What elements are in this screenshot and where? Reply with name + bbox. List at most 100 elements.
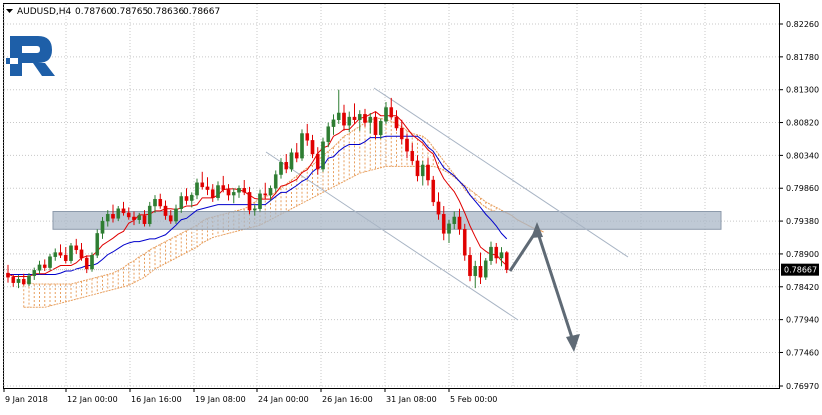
candle[interactable] (237, 185, 241, 198)
candle[interactable] (478, 252, 483, 285)
candle[interactable] (368, 112, 373, 134)
candle[interactable] (431, 175, 436, 207)
symbol-dropdown-icon[interactable] (6, 9, 13, 13)
candle[interactable] (315, 147, 320, 175)
candle[interactable] (399, 119, 404, 145)
candle[interactable] (321, 137, 325, 172)
candle[interactable] (6, 264, 10, 283)
candle[interactable] (436, 192, 441, 220)
candle[interactable] (389, 97, 394, 120)
candle[interactable] (289, 148, 294, 172)
candle[interactable] (410, 143, 415, 165)
candle[interactable] (415, 155, 420, 182)
candle[interactable] (69, 242, 73, 264)
candle[interactable] (441, 206, 446, 241)
candle[interactable] (352, 103, 357, 124)
candle[interactable] (126, 207, 131, 220)
candle[interactable] (457, 208, 462, 235)
candle[interactable] (373, 111, 378, 139)
candle[interactable] (205, 177, 210, 196)
candle[interactable] (58, 244, 63, 259)
candle[interactable] (447, 219, 451, 243)
candle[interactable] (137, 212, 142, 224)
candle[interactable] (378, 118, 383, 139)
candle[interactable] (279, 158, 283, 179)
candle[interactable] (494, 242, 499, 264)
candle[interactable] (174, 204, 178, 224)
candle[interactable] (216, 181, 220, 201)
candle[interactable] (100, 216, 105, 239)
candle[interactable] (189, 192, 194, 208)
candle[interactable] (268, 185, 273, 201)
candle[interactable] (74, 238, 79, 254)
candle[interactable] (384, 102, 388, 124)
candle[interactable] (163, 200, 168, 220)
candle[interactable] (263, 182, 268, 200)
candle[interactable] (294, 143, 299, 163)
candle[interactable] (116, 206, 121, 222)
candle[interactable] (27, 273, 31, 287)
candle[interactable] (300, 129, 304, 161)
candle[interactable] (499, 247, 504, 267)
candle[interactable] (504, 251, 509, 274)
candle[interactable] (473, 260, 478, 289)
candle[interactable] (111, 204, 115, 223)
candle[interactable] (142, 210, 147, 227)
candle[interactable] (242, 180, 247, 196)
candle[interactable] (37, 260, 42, 275)
candle[interactable] (158, 193, 163, 209)
candle[interactable] (483, 258, 488, 280)
candle[interactable] (195, 178, 199, 200)
candle[interactable] (273, 170, 278, 193)
candle[interactable] (221, 175, 226, 193)
candle[interactable] (179, 192, 184, 213)
candle[interactable] (468, 247, 472, 282)
candle[interactable] (331, 114, 336, 135)
candle[interactable] (305, 123, 310, 146)
candle[interactable] (16, 275, 21, 289)
candle[interactable] (231, 188, 236, 204)
candle[interactable] (363, 108, 367, 127)
candle[interactable] (200, 171, 205, 190)
candle[interactable] (310, 134, 315, 159)
candle[interactable] (326, 122, 331, 148)
candle[interactable] (153, 195, 157, 213)
candle[interactable] (11, 274, 16, 287)
candle[interactable] (452, 211, 457, 230)
candle[interactable] (79, 242, 84, 261)
candle[interactable] (168, 210, 173, 224)
candle[interactable] (53, 248, 58, 261)
candle[interactable] (489, 241, 493, 265)
candle[interactable] (347, 111, 352, 133)
candle[interactable] (95, 229, 100, 259)
candle[interactable] (105, 210, 110, 227)
candle[interactable] (32, 267, 37, 280)
candle[interactable] (132, 211, 136, 226)
candlesticks[interactable] (6, 89, 509, 289)
candle[interactable] (405, 133, 409, 159)
candle[interactable] (462, 223, 467, 261)
candle[interactable] (357, 110, 362, 131)
candle[interactable] (184, 188, 189, 205)
candle[interactable] (210, 184, 215, 202)
candle[interactable] (426, 158, 430, 186)
candle[interactable] (394, 110, 399, 131)
candle[interactable] (21, 273, 26, 286)
plot-area[interactable] (3, 3, 780, 389)
candle[interactable] (247, 186, 252, 215)
candle[interactable] (63, 247, 68, 264)
candle[interactable] (420, 160, 425, 186)
candle[interactable] (48, 253, 52, 271)
candle[interactable] (121, 201, 126, 216)
candle[interactable] (84, 255, 89, 274)
candle[interactable] (90, 252, 94, 272)
candle[interactable] (284, 154, 289, 174)
candle[interactable] (42, 259, 47, 272)
candle[interactable] (342, 104, 346, 131)
candle[interactable] (147, 201, 152, 227)
candle[interactable] (252, 204, 257, 216)
candle[interactable] (226, 184, 231, 201)
candle[interactable] (336, 89, 341, 124)
